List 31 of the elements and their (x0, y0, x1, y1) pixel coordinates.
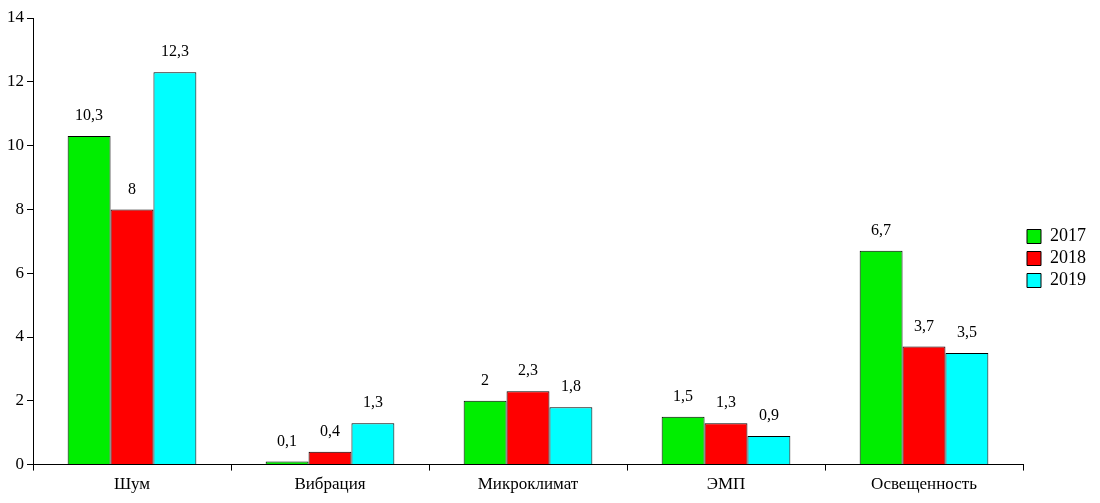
data-label: 3,7 (914, 316, 934, 334)
legend-label: 2018 (1050, 247, 1086, 268)
x-tick-label: Освещенность (871, 474, 978, 494)
data-label: 10,3 (75, 106, 104, 124)
y-tick-label: 14 (7, 7, 25, 27)
y-tick-label: 12 (7, 71, 24, 91)
x-tick-label: Шум (113, 474, 151, 494)
data-label: 1,3 (362, 393, 383, 411)
data-label: 0,4 (320, 422, 340, 440)
data-label: 3,5 (956, 323, 977, 341)
data-label: 1,8 (560, 377, 581, 395)
data-label: 6,7 (871, 221, 892, 239)
data-label: 1,5 (673, 386, 694, 404)
legend-label: 2019 (1050, 269, 1086, 290)
data-label: 8 (128, 179, 136, 197)
data-label: 1,3 (716, 393, 736, 411)
legend-label: 2017 (1050, 225, 1086, 246)
x-tick-label: Вибрация (294, 474, 366, 494)
x-tick-label: Микроклимат (477, 474, 579, 494)
y-tick-label: 2 (15, 390, 24, 410)
data-label: 2 (481, 371, 490, 388)
data-label: 0,9 (758, 406, 779, 424)
x-tick-label: ЭМП (706, 474, 746, 494)
y-tick-label: 0 (15, 454, 24, 474)
y-tick-label: 8 (15, 198, 24, 218)
y-tick-label: 10 (7, 135, 24, 155)
data-label: 2,3 (518, 361, 538, 379)
data-label: 0,1 (277, 431, 298, 449)
data-label: 12,3 (160, 42, 189, 60)
y-tick-label: 4 (15, 326, 25, 346)
y-tick-label: 6 (15, 262, 24, 282)
